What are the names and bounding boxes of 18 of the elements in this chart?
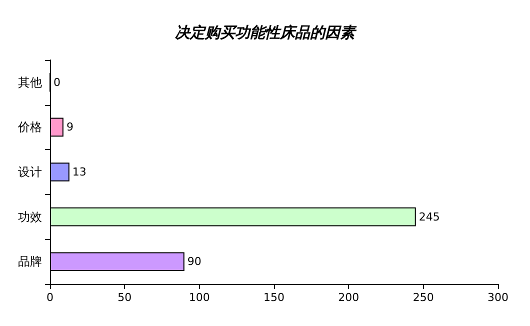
data-label: 13 [72,166,86,178]
y-tick-label: 功效 [18,210,42,224]
data-label: 90 [187,255,202,268]
y-tick-label: 品牌 [18,254,42,269]
x-tick-label: 100 [188,291,210,304]
x-tick-label: 50 [118,291,132,304]
y-tick-label: 价格 [17,120,42,134]
y-tick-label: 设计 [18,165,42,179]
x-tick-label: 300 [488,291,508,304]
y-tick-label: 其他 [18,75,42,90]
data-label: 0 [54,76,60,89]
chart-title: 决定购买功能性床品的因素 [174,24,357,42]
data-label: 9 [66,120,74,134]
x-tick-label: 200 [338,291,360,304]
x-tick-label: 250 [412,291,434,304]
x-tick-label: 150 [264,291,284,304]
x-tick-label: 0 [46,291,54,304]
data-label: 245 [418,210,440,224]
